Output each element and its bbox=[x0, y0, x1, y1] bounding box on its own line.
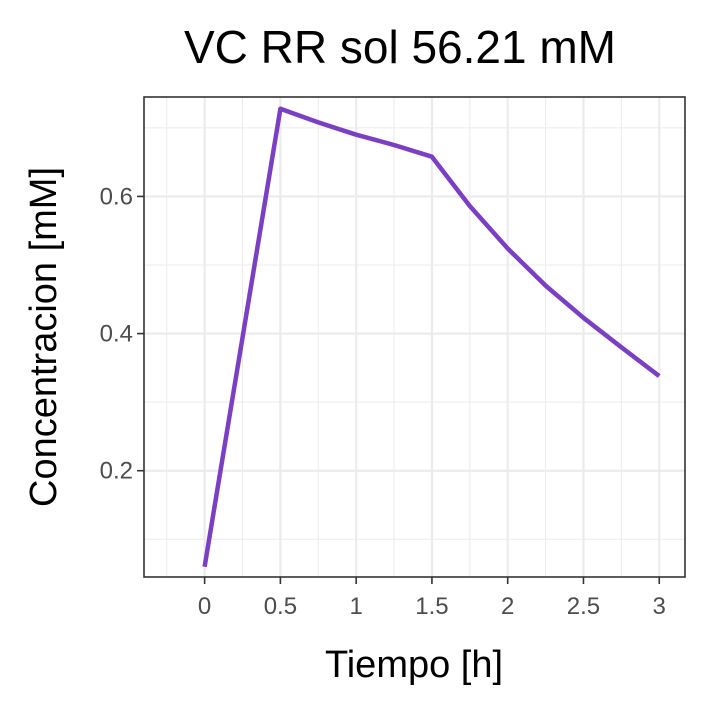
plot-border bbox=[143, 96, 686, 578]
x-tick-label: 3 bbox=[653, 593, 666, 620]
y-tick-label: 0.2 bbox=[100, 458, 133, 485]
y-axis-title: Concentracion [mM] bbox=[23, 167, 65, 507]
x-tick-label: 0.5 bbox=[264, 593, 297, 620]
y-tick-label: 0.4 bbox=[100, 321, 133, 348]
series-layer bbox=[202, 106, 661, 568]
chart-title: VC RR sol 56.21 mM bbox=[184, 21, 616, 73]
x-tick-label: 1 bbox=[349, 593, 362, 620]
x-axis-ticks: 0 0.5 1 1.5 2 2.5 3 bbox=[198, 577, 666, 620]
plot-background bbox=[144, 97, 685, 577]
x-axis-title: Tiempo [h] bbox=[325, 644, 503, 686]
series-line bbox=[202, 106, 661, 568]
grid-major bbox=[144, 97, 685, 577]
x-tick-label: 2.5 bbox=[567, 593, 600, 620]
grid-minor bbox=[144, 97, 685, 577]
x-tick-label: 0 bbox=[198, 593, 211, 620]
x-tick-label: 2 bbox=[501, 593, 514, 620]
y-tick-label: 0.6 bbox=[100, 183, 133, 210]
y-axis-ticks: 0.2 0.4 0.6 bbox=[100, 183, 144, 485]
x-tick-label: 1.5 bbox=[415, 593, 448, 620]
